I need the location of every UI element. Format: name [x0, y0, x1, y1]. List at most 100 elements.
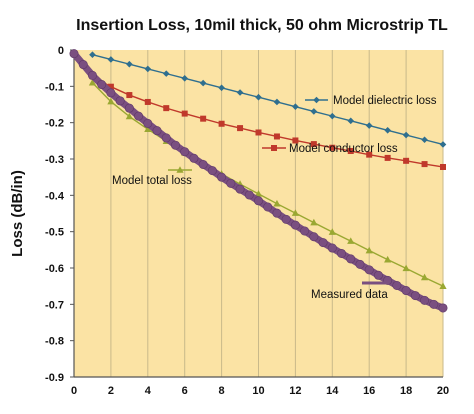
x-tick-label-9: 18 [400, 385, 412, 397]
point-measured-data-28 [327, 243, 337, 253]
point-model-conductor-loss-9 [255, 129, 262, 136]
point-measured-data-30 [346, 254, 356, 264]
y-tick-label-3: -0.3 [45, 154, 64, 166]
annotation-marker-model-conductor-loss [271, 145, 277, 151]
point-model-conductor-loss-11 [292, 137, 299, 144]
point-model-conductor-loss-2 [126, 92, 133, 99]
point-model-dielectric-loss-12 [310, 108, 318, 115]
point-measured-data-0 [69, 49, 79, 59]
point-model-dielectric-loss-10 [273, 98, 281, 106]
annotation-label-model-dielectric-loss: Model dielectric loss [333, 95, 437, 107]
x-tick-label-7: 14 [326, 385, 339, 397]
point-measured-data-6 [124, 103, 134, 113]
annotation-marker-model-total-loss [176, 166, 184, 173]
series-measured-data [69, 49, 448, 313]
x-tick-label-8: 16 [363, 385, 375, 397]
point-model-conductor-loss-4 [163, 105, 170, 112]
point-model-total-loss-2 [125, 112, 133, 120]
point-measured-data-38 [420, 295, 430, 305]
point-measured-data-15 [207, 166, 217, 176]
point-measured-data-21 [263, 202, 273, 212]
point-model-dielectric-loss-19 [439, 141, 447, 148]
y-tick-label-0: 0 [58, 45, 64, 57]
point-model-total-loss-15 [365, 246, 373, 254]
point-model-dielectric-loss-7 [218, 84, 225, 92]
point-model-conductor-loss-12 [310, 141, 317, 148]
point-measured-data-35 [392, 280, 402, 290]
point-model-conductor-loss-5 [181, 110, 188, 117]
point-model-conductor-loss-6 [200, 115, 207, 122]
point-model-dielectric-loss-8 [236, 89, 244, 96]
point-measured-data-23 [281, 214, 291, 224]
chart-title: Insertion Loss, 10mil thick, 50 ohm Micr… [76, 17, 448, 34]
point-model-total-loss-17 [402, 264, 410, 272]
annotation-label-model-total-loss: Model total loss [112, 175, 192, 187]
point-measured-data-1 [78, 60, 88, 70]
point-measured-data-16 [217, 172, 227, 182]
point-model-dielectric-loss-18 [421, 136, 428, 144]
point-model-conductor-loss-8 [237, 125, 244, 132]
point-model-dielectric-loss-3 [144, 65, 152, 73]
point-measured-data-13 [189, 153, 199, 163]
point-model-total-loss-18 [420, 273, 429, 281]
point-model-conductor-loss-14 [347, 148, 354, 155]
point-model-dielectric-loss-0 [89, 51, 96, 59]
point-model-total-loss-9 [254, 190, 263, 197]
point-measured-data-11 [170, 140, 180, 150]
point-model-total-loss-12 [310, 218, 318, 226]
series-group [69, 49, 448, 313]
x-tick-label-4: 8 [219, 385, 225, 397]
point-model-dielectric-loss-16 [384, 126, 391, 134]
axes [73, 50, 443, 378]
point-model-total-loss-16 [384, 255, 392, 263]
point-measured-data-36 [401, 286, 411, 296]
point-model-total-loss-10 [273, 199, 281, 207]
annotations: Model dielectric loss Model conductor los… [112, 95, 437, 301]
x-tick-label-0: 0 [71, 385, 77, 397]
y-tick-label-5: -0.5 [45, 227, 64, 239]
y-tick-label-9: -0.9 [45, 372, 64, 384]
y-tick-label-6: -0.6 [45, 263, 64, 275]
point-measured-data-37 [410, 291, 420, 301]
point-model-dielectric-loss-9 [255, 93, 262, 101]
point-model-dielectric-loss-17 [402, 131, 410, 139]
point-measured-data-18 [235, 184, 245, 194]
y-axis-label: Loss (dB/in) [9, 170, 26, 257]
point-model-total-loss-3 [144, 125, 152, 133]
point-measured-data-20 [254, 196, 264, 206]
x-tick-label-5: 10 [252, 385, 264, 397]
annotation-label-model-conductor-loss: Model conductor loss [289, 143, 398, 155]
point-model-conductor-loss-7 [218, 120, 225, 127]
series-line-model-conductor-loss [91, 75, 444, 168]
point-measured-data-22 [272, 208, 282, 218]
point-measured-data-40 [438, 303, 448, 313]
point-model-conductor-loss-3 [144, 98, 151, 105]
series-line-model-dielectric-loss [91, 54, 444, 146]
point-model-conductor-loss-1 [107, 83, 114, 90]
point-measured-data-9 [152, 126, 162, 136]
x-tick-label-2: 4 [145, 385, 152, 397]
point-model-total-loss-13 [328, 228, 336, 235]
point-measured-data-31 [355, 259, 365, 269]
point-measured-data-3 [97, 80, 107, 90]
point-model-dielectric-loss-2 [126, 60, 133, 68]
y-tick-label-1: -0.1 [45, 81, 64, 93]
y-tick-label-4: -0.4 [45, 190, 65, 202]
point-model-total-loss-14 [347, 237, 355, 244]
point-model-total-loss-1 [107, 97, 115, 105]
point-model-dielectric-loss-1 [107, 56, 115, 63]
point-measured-data-39 [429, 299, 439, 309]
annotation-label-measured-data: Measured data [311, 289, 388, 301]
point-model-dielectric-loss-15 [365, 122, 373, 129]
y-tick-label-7: -0.7 [45, 299, 64, 311]
point-model-total-loss-19 [439, 282, 447, 289]
point-model-conductor-loss-19 [440, 163, 446, 170]
point-measured-data-17 [226, 178, 236, 188]
point-model-dielectric-loss-11 [292, 103, 299, 110]
point-measured-data-8 [143, 118, 153, 128]
x-tick-labels: 0 2 4 6 8 10 12 14 16 18 20 [71, 385, 449, 397]
point-model-total-loss-0 [88, 78, 97, 86]
x-tick-label-10: 20 [437, 385, 449, 397]
point-measured-data-19 [244, 190, 254, 200]
